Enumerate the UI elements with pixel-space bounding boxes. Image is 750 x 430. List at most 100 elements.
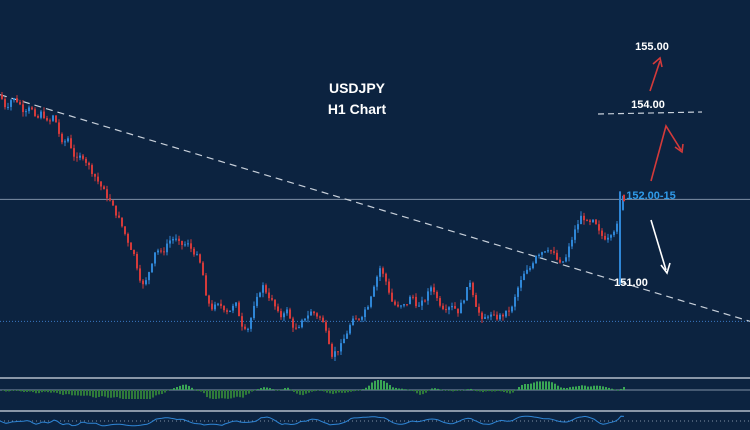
histogram-bar: [554, 383, 556, 390]
candle-body: [43, 111, 45, 119]
candle-body: [565, 257, 567, 262]
histogram-bar: [164, 390, 166, 393]
candle-body: [562, 261, 564, 263]
candle-body: [160, 250, 162, 252]
candle-body: [91, 165, 93, 174]
candle-body: [367, 306, 369, 310]
histogram-bar: [524, 384, 526, 390]
histogram-bar: [248, 390, 250, 394]
candle-body: [415, 296, 417, 307]
candle-body: [316, 313, 318, 317]
candle-body: [190, 243, 192, 249]
candle-body: [199, 254, 201, 263]
candle-body: [34, 109, 36, 116]
candle-body: [265, 285, 267, 293]
histogram-bar: [611, 388, 613, 390]
candle-body: [73, 148, 75, 157]
histogram-bar: [269, 388, 271, 390]
histogram-bar: [446, 390, 448, 391]
histogram-bar: [20, 390, 22, 392]
arrow-up-155: [649, 60, 661, 92]
histogram-bar: [17, 390, 19, 391]
candle-body: [208, 295, 210, 304]
candle-body: [262, 285, 264, 293]
histogram-bar: [203, 390, 205, 394]
histogram-bar: [563, 387, 565, 390]
histogram-bar: [455, 390, 457, 391]
candle-body: [361, 317, 363, 320]
histogram-bar: [143, 390, 145, 399]
candle-body: [178, 238, 180, 241]
candle-body: [598, 224, 600, 231]
candle-body: [124, 226, 126, 234]
candle-body: [115, 205, 117, 216]
candle-body: [529, 268, 531, 270]
histogram-bar: [395, 387, 397, 390]
histogram-bar: [374, 380, 376, 390]
candle-body: [97, 176, 99, 182]
candle-body: [439, 298, 441, 306]
candle-body: [460, 302, 462, 314]
histogram-bar: [239, 390, 241, 398]
candle-body: [289, 309, 291, 319]
candle-body: [4, 99, 6, 108]
level-label-151: 151.00: [614, 277, 648, 289]
histogram-bar: [356, 390, 358, 391]
histogram-bar: [11, 390, 13, 391]
histogram-bar: [296, 390, 298, 394]
candle-body: [457, 308, 459, 314]
candle-body: [145, 280, 147, 285]
histogram-bar: [323, 390, 325, 392]
histogram-bar: [128, 390, 130, 399]
histogram-bar: [428, 390, 430, 391]
histogram-bar: [425, 390, 427, 393]
candle-body: [553, 251, 555, 253]
candle-body: [346, 333, 348, 339]
candle-body: [127, 233, 129, 243]
candle-body: [238, 302, 240, 317]
histogram-bar: [233, 390, 235, 398]
histogram-bar: [347, 390, 349, 393]
candle-body: [7, 106, 9, 108]
candle-body: [121, 217, 123, 227]
candle-body: [535, 256, 537, 264]
histogram-bar: [41, 390, 43, 393]
histogram-bar: [314, 390, 316, 392]
histogram-bar: [527, 384, 529, 390]
histogram-bar: [278, 390, 280, 391]
histogram-bar: [146, 390, 148, 399]
candle-body: [523, 273, 525, 280]
candle-body: [568, 246, 570, 258]
histogram-bar: [416, 390, 418, 394]
candle-body: [196, 254, 198, 256]
candle-body: [448, 307, 450, 310]
candles: [1, 92, 625, 361]
histogram-bar: [101, 390, 103, 397]
oscillator-line: [0, 415, 625, 427]
histogram-bar: [380, 380, 382, 390]
candle-body: [292, 318, 294, 328]
histogram-bar: [623, 386, 625, 390]
histogram-bar: [488, 390, 490, 392]
histogram-bar: [377, 380, 379, 390]
histogram-bar: [533, 382, 535, 390]
candle-body: [88, 162, 90, 166]
candle-body: [103, 186, 105, 190]
histogram-bar: [329, 390, 331, 394]
histogram-bar: [284, 388, 286, 390]
histogram-bar: [176, 387, 178, 390]
candle-body: [139, 268, 141, 281]
candle-body: [322, 317, 324, 323]
candle-body: [151, 263, 153, 273]
candle-body: [61, 133, 63, 143]
histogram-bar: [392, 387, 394, 390]
candle-body: [328, 330, 330, 344]
candle-body: [586, 220, 588, 222]
histogram-bar: [161, 390, 163, 395]
candle-body: [157, 250, 159, 253]
candle-body: [436, 291, 438, 299]
candle-body: [466, 287, 468, 301]
histogram-bar: [98, 390, 100, 397]
candle-body: [577, 224, 579, 230]
histogram-bar: [572, 386, 574, 390]
